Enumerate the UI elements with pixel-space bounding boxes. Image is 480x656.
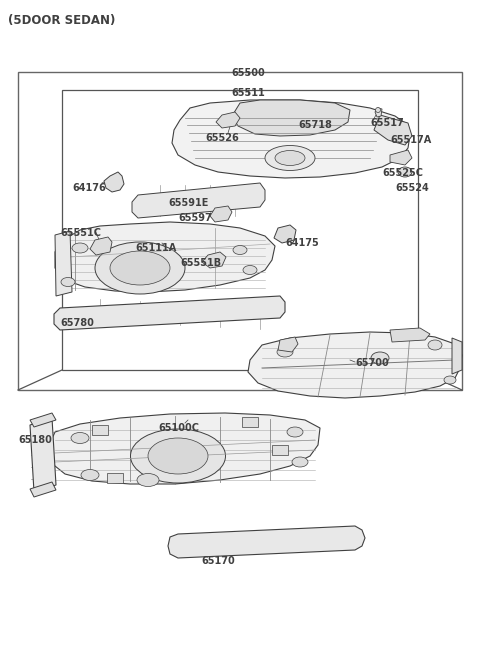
Ellipse shape	[110, 251, 170, 285]
Ellipse shape	[61, 277, 75, 287]
Ellipse shape	[131, 429, 226, 483]
Text: 65517: 65517	[370, 118, 404, 128]
Text: 65597: 65597	[178, 213, 212, 223]
Polygon shape	[242, 417, 258, 427]
Polygon shape	[30, 418, 56, 492]
Text: 65551B: 65551B	[180, 258, 221, 268]
Text: 64176: 64176	[72, 183, 106, 193]
Polygon shape	[216, 112, 240, 128]
Text: 65526: 65526	[205, 133, 239, 143]
Text: 65100C: 65100C	[158, 423, 199, 433]
Text: 65551C: 65551C	[60, 228, 101, 238]
Polygon shape	[54, 296, 285, 330]
Polygon shape	[272, 445, 288, 455]
Bar	[18, 72, 462, 390]
Bar	[62, 90, 418, 370]
Ellipse shape	[375, 108, 381, 112]
Text: 65524: 65524	[395, 183, 429, 193]
Ellipse shape	[292, 457, 308, 467]
Polygon shape	[172, 100, 410, 178]
Polygon shape	[202, 252, 226, 268]
Text: 65111A: 65111A	[135, 243, 176, 253]
Text: 65700: 65700	[355, 358, 389, 368]
Ellipse shape	[72, 243, 88, 253]
Text: 65180: 65180	[18, 435, 52, 445]
Polygon shape	[274, 225, 296, 243]
Polygon shape	[390, 150, 412, 165]
Ellipse shape	[287, 427, 303, 437]
Ellipse shape	[398, 167, 412, 177]
Polygon shape	[104, 172, 124, 192]
Polygon shape	[210, 206, 232, 222]
Ellipse shape	[148, 438, 208, 474]
Text: 65170: 65170	[201, 556, 235, 566]
Polygon shape	[232, 100, 350, 136]
Text: 65511: 65511	[231, 88, 265, 98]
Polygon shape	[92, 425, 108, 435]
Ellipse shape	[95, 242, 185, 294]
Text: (5DOOR SEDAN): (5DOOR SEDAN)	[8, 14, 115, 27]
Polygon shape	[168, 526, 365, 558]
Ellipse shape	[71, 432, 89, 443]
Polygon shape	[30, 482, 56, 497]
Polygon shape	[90, 237, 112, 255]
Polygon shape	[278, 337, 298, 352]
Text: 65525C: 65525C	[382, 168, 423, 178]
Polygon shape	[390, 328, 430, 342]
Text: 65718: 65718	[298, 120, 332, 130]
Ellipse shape	[371, 352, 389, 364]
Ellipse shape	[444, 376, 456, 384]
Polygon shape	[55, 222, 275, 292]
Polygon shape	[107, 473, 123, 483]
Polygon shape	[375, 108, 382, 117]
Polygon shape	[248, 332, 462, 398]
Ellipse shape	[428, 340, 442, 350]
Ellipse shape	[243, 266, 257, 274]
Ellipse shape	[233, 245, 247, 255]
Polygon shape	[48, 413, 320, 484]
Polygon shape	[132, 183, 265, 218]
Text: 65591E: 65591E	[168, 198, 208, 208]
Polygon shape	[55, 231, 72, 296]
Ellipse shape	[277, 347, 293, 357]
Polygon shape	[452, 338, 462, 374]
Text: 64175: 64175	[285, 238, 319, 248]
Ellipse shape	[265, 146, 315, 171]
Ellipse shape	[275, 150, 305, 165]
Ellipse shape	[81, 470, 99, 480]
Text: 65500: 65500	[231, 68, 265, 78]
Text: 65517A: 65517A	[390, 135, 431, 145]
Ellipse shape	[137, 474, 159, 487]
Polygon shape	[374, 115, 412, 145]
Polygon shape	[30, 413, 56, 427]
Text: 65780: 65780	[60, 318, 94, 328]
